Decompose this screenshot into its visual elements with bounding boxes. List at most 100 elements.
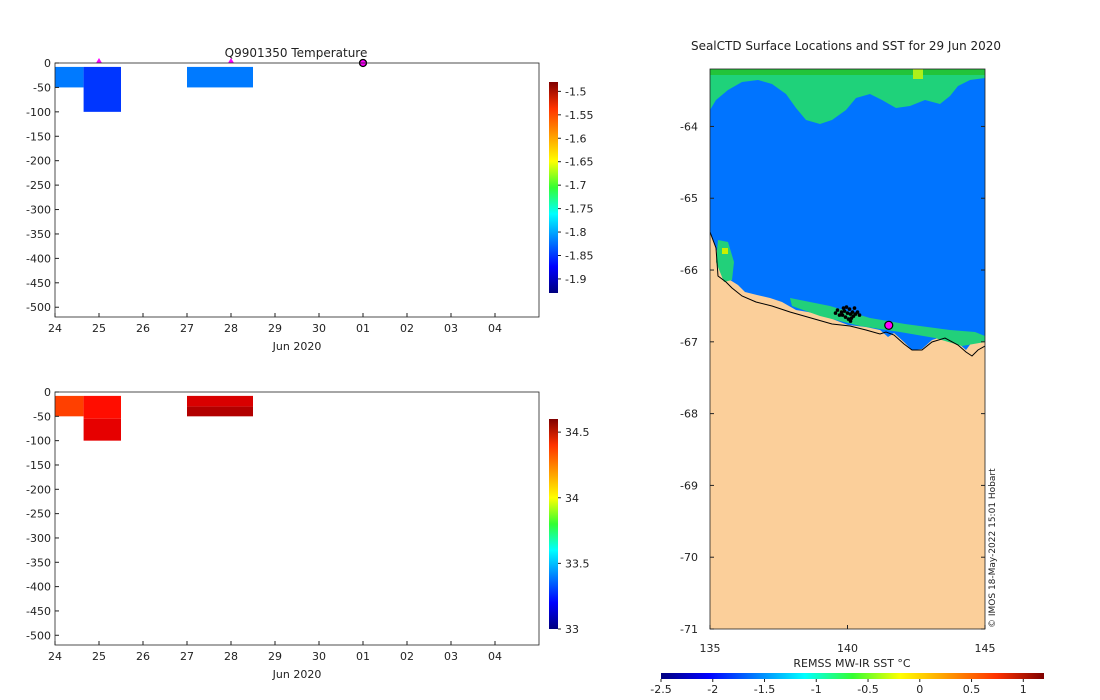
sst-colorbar-tick-label-2: -1.5 <box>754 683 775 696</box>
data-cell-0 <box>55 395 84 417</box>
y-tick-label-10: -500 <box>26 301 51 314</box>
salinity-x-label: Jun 2020 <box>272 668 322 681</box>
y-tick-label-6: -300 <box>26 532 51 545</box>
x-tick-label-10: 04 <box>488 650 502 663</box>
data-cell-2 <box>187 66 253 88</box>
colorbar-tick-label-1: 34 <box>565 492 579 505</box>
coastline <box>710 231 985 357</box>
colorbar-tick-label-1: -1.55 <box>565 109 593 122</box>
temperature-chart: Q9901350 Temperature 24 25 26 27 28 29 30 01 02 0… <box>26 46 593 353</box>
y-tick-label-9: -450 <box>26 277 51 290</box>
y-tick-label-0: 0 <box>44 386 51 399</box>
track-point-19 <box>848 319 853 323</box>
sst-colorbar-label: REMSS MW-IR SST °C <box>793 657 911 670</box>
track-point-4 <box>850 310 855 314</box>
y-tick-label-3: -150 <box>26 130 51 143</box>
temperature-chart-title: Q9901350 Temperature <box>225 46 368 60</box>
y-tick-label-6: -300 <box>26 204 51 217</box>
x-tick-label-0: 24 <box>48 650 62 663</box>
x-tick-label-9: 03 <box>444 650 458 663</box>
temperature-y-axis: 0 -50 -100 -150 -200 -250 -300 -350 -400 -450 -500 <box>26 57 59 314</box>
map-y-tick-label-4: -68 <box>680 408 698 421</box>
map-x-axis: 135 140 145 <box>700 625 996 655</box>
x-tick-label-1: 25 <box>92 650 106 663</box>
map-x-tick-label-1: 140 <box>837 642 858 655</box>
track-point-16 <box>835 308 840 312</box>
sst-warm-patch <box>913 69 923 79</box>
data-cell-2 <box>83 418 121 441</box>
colorbar-tick-label-5: -1.75 <box>565 203 593 216</box>
x-tick-label-8: 02 <box>400 322 414 335</box>
track-point-0 <box>845 311 850 315</box>
x-tick-label-4: 28 <box>224 650 238 663</box>
sst-colorbar-tick-label-0: -2.5 <box>650 683 671 696</box>
y-tick-label-7: -350 <box>26 556 51 569</box>
y-tick-label-7: -350 <box>26 228 51 241</box>
sst-colorbar-ticks: -2.5 -2 -1.5 -1 -0.5 0 0.5 1 <box>650 679 1027 696</box>
y-tick-label-4: -200 <box>26 155 51 168</box>
colorbar-tick-label-0: 34.5 <box>565 426 590 439</box>
y-tick-label-5: -250 <box>26 179 51 192</box>
salinity-y-axis: 0 -50 -100 -150 -200 -250 -300 -350 -400 -450 -500 <box>26 386 59 642</box>
x-tick-label-3: 27 <box>180 650 194 663</box>
x-tick-label-2: 26 <box>136 322 150 335</box>
track-point-18 <box>833 311 838 315</box>
x-tick-label-7: 01 <box>356 322 370 335</box>
y-tick-label-8: -400 <box>26 252 51 265</box>
track-cluster <box>833 305 862 323</box>
sst-colorbar <box>661 673 1044 679</box>
temperature-cells <box>55 66 253 112</box>
y-tick-label-10: -500 <box>26 629 51 642</box>
map-y-tick-label-3: -67 <box>680 336 698 349</box>
x-tick-label-5: 29 <box>268 322 282 335</box>
y-tick-label-9: -450 <box>26 605 51 618</box>
sst-green-edge <box>710 69 985 75</box>
track-point-14 <box>841 306 846 310</box>
salinity-x-axis: 24 25 26 27 28 29 30 01 02 03 04 <box>48 641 502 663</box>
colorbar-tick-label-3: 33 <box>565 623 579 636</box>
x-tick-label-7: 01 <box>356 650 370 663</box>
x-tick-label-2: 26 <box>136 650 150 663</box>
y-tick-label-0: 0 <box>44 57 51 70</box>
sst-colorbar-tick-label-7: 1 <box>1020 683 1027 696</box>
sst-coastal-green-strip <box>716 240 734 282</box>
map-y-tick-label-1: -65 <box>680 192 698 205</box>
temperature-plot-frame <box>54 62 540 318</box>
salinity-plot-frame <box>54 391 540 646</box>
sst-colorbar-tick-label-1: -2 <box>707 683 718 696</box>
colorbar-tick-label-8: -1.9 <box>565 273 586 286</box>
x-tick-label-1: 25 <box>92 322 106 335</box>
current-position-marker <box>884 320 894 330</box>
track-point-6 <box>847 307 852 311</box>
colorbar-tick-label-0: -1.5 <box>565 85 586 98</box>
y-tick-label-8: -400 <box>26 581 51 594</box>
colorbar-tick-label-6: -1.8 <box>565 226 586 239</box>
track-point-17 <box>857 313 862 317</box>
x-tick-label-6: 30 <box>312 650 326 663</box>
y-tick-label-4: -200 <box>26 483 51 496</box>
map-title: SealCTD Surface Locations and SST for 29… <box>691 39 1001 53</box>
map-y-tick-label-7: -71 <box>680 623 698 636</box>
x-tick-label-9: 03 <box>444 322 458 335</box>
track-point-5 <box>843 315 848 319</box>
sst-map: SealCTD Surface Locations and SST for 29… <box>650 39 1044 696</box>
y-tick-label-1: -50 <box>33 81 51 94</box>
data-cell-1 <box>83 66 121 112</box>
y-tick-label-1: -50 <box>33 410 51 423</box>
track-point-8 <box>839 310 844 314</box>
y-tick-label-2: -100 <box>26 435 51 448</box>
map-y-axis: -64 -65 -66 -67 -68 -69 -70 -71 <box>680 120 985 636</box>
data-cell-0 <box>55 66 84 88</box>
x-tick-label-10: 04 <box>488 322 502 335</box>
track-point-12 <box>837 313 842 317</box>
x-tick-label-3: 27 <box>180 322 194 335</box>
track-point-15 <box>855 310 860 314</box>
data-cell-3 <box>187 395 253 407</box>
track-point-10 <box>844 305 849 309</box>
data-cell-4 <box>187 406 253 417</box>
temperature-x-axis: 24 25 26 27 28 29 30 01 02 03 04 <box>48 313 502 335</box>
x-tick-label-8: 02 <box>400 650 414 663</box>
map-y-tick-label-0: -64 <box>680 120 698 133</box>
colorbar-tick-label-4: -1.7 <box>565 179 586 192</box>
track-point-1 <box>842 309 847 313</box>
